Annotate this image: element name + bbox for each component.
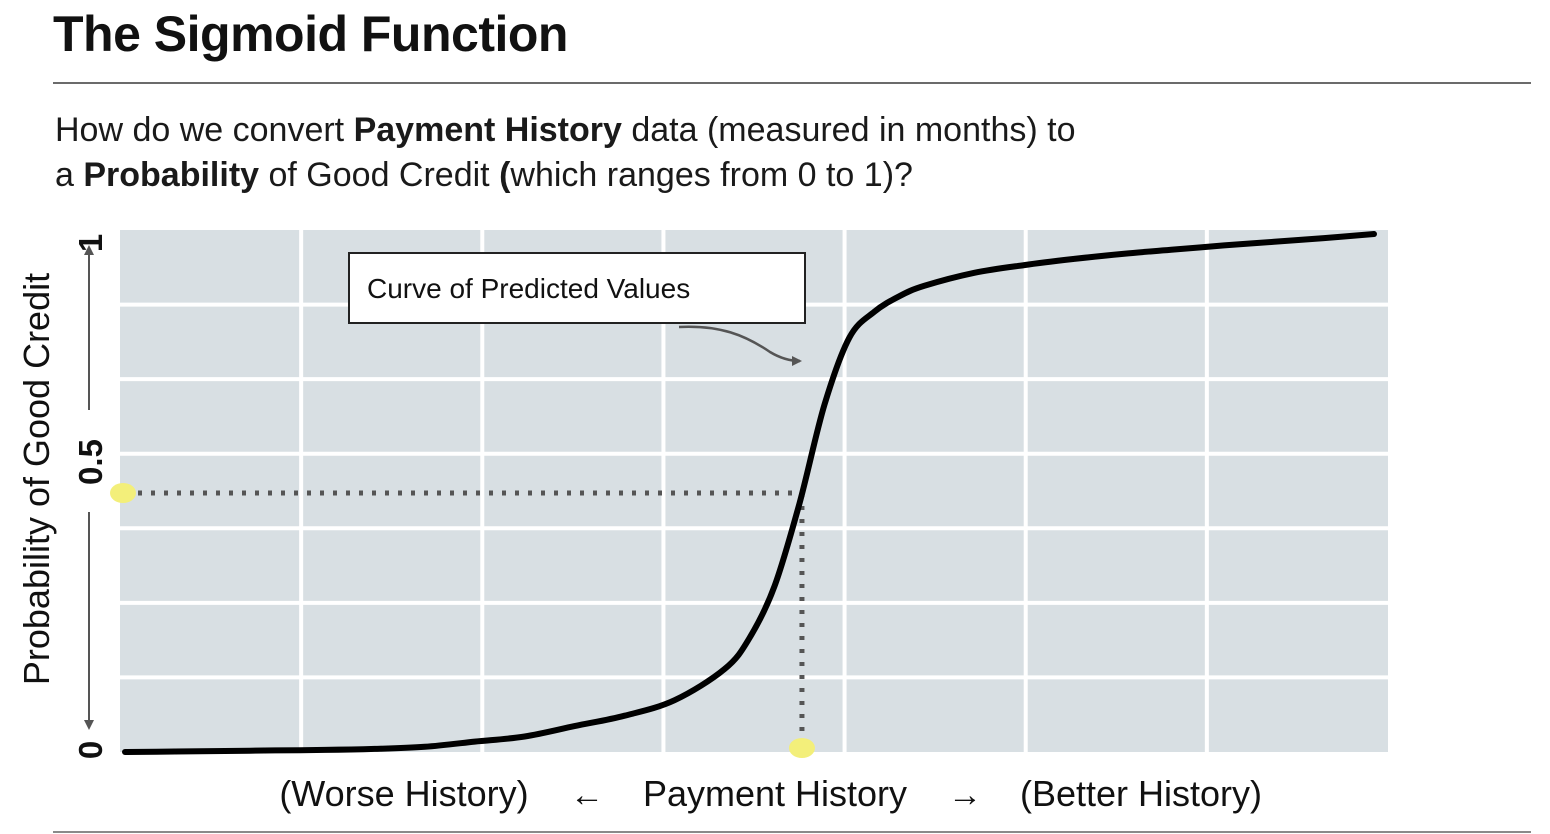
question-line-2-paren: ( bbox=[499, 156, 511, 194]
question-line-1: How do we convert Payment History data (… bbox=[55, 108, 1075, 153]
annotation-text: Curve of Predicted Values bbox=[367, 273, 690, 304]
x-axis-label: Payment History bbox=[643, 773, 907, 814]
question-line-2-pre: a bbox=[55, 156, 84, 194]
question-line-1-bold: Payment History bbox=[353, 111, 622, 149]
y-tick-label-0.5: 0.5 bbox=[72, 439, 109, 485]
question-line-2-post: which ranges from 0 to 1)? bbox=[510, 156, 913, 194]
y-tick-label-0: 0 bbox=[72, 741, 109, 759]
annotation-arrow bbox=[678, 325, 802, 366]
x-right-arrow: → bbox=[948, 776, 982, 814]
y-tick-label-1: 1 bbox=[72, 234, 109, 252]
annotation-box bbox=[348, 252, 806, 324]
x-left-arrow: ← bbox=[570, 776, 604, 814]
y-axis: 1 0.5 0 Probability of Good Credit bbox=[16, 234, 109, 759]
y-axis-label: Probability of Good Credit bbox=[16, 273, 57, 685]
question-text: How do we convert Payment History data (… bbox=[55, 108, 1075, 198]
question-line-1-post: data (measured in months) to bbox=[621, 111, 1076, 149]
curve-annotation: Curve of Predicted Values bbox=[348, 252, 806, 366]
grid-lines bbox=[120, 230, 1388, 752]
x-axis-marker bbox=[788, 738, 815, 758]
x-axis: (Worse History) ← Payment History → (Bet… bbox=[279, 773, 1262, 814]
sigmoid-curve bbox=[122, 231, 1377, 755]
question-line-2-bold: Probability bbox=[83, 156, 260, 194]
question-line-1-pre: How do we convert bbox=[55, 111, 354, 149]
question-line-2-mid: of Good Credit bbox=[259, 156, 500, 194]
highlight-markers bbox=[110, 483, 815, 758]
x-left-label: (Worse History) bbox=[279, 773, 528, 814]
x-right-label: (Better History) bbox=[1020, 773, 1262, 814]
question-line-2: a Probability of Good Credit (which rang… bbox=[55, 153, 1075, 198]
bottom-divider bbox=[53, 831, 1531, 833]
y-axis-marker bbox=[110, 483, 136, 503]
slide-title: The Sigmoid Function bbox=[53, 6, 568, 62]
guide-lines bbox=[125, 490, 805, 752]
title-divider bbox=[53, 82, 1531, 84]
